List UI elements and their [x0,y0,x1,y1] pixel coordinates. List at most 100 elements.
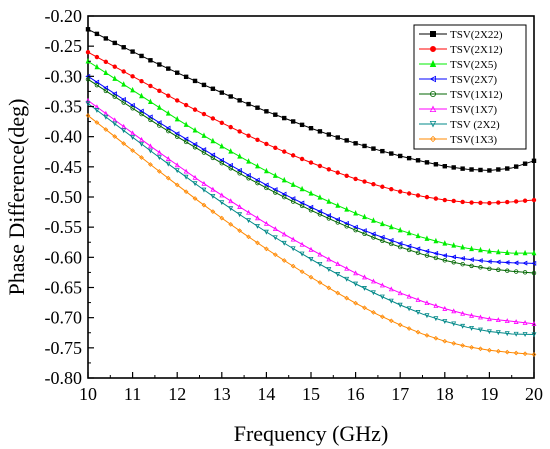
data-point [85,113,91,118]
data-point [112,94,117,99]
data-point [487,266,492,271]
series-6 [85,101,537,338]
data-point [380,148,385,154]
data-point [103,69,109,76]
data-point [433,237,439,244]
y-tick-label: -0.80 [45,368,83,388]
data-point [165,175,171,181]
data-point [317,262,323,267]
data-point [228,222,234,227]
data-point [513,260,519,266]
data-point [370,231,376,237]
data-point [85,101,91,107]
data-point [210,209,216,214]
data-point [495,330,501,336]
data-point [442,197,447,203]
y-axis-title: Phase Difference(deg) [4,99,29,296]
y-tick-label: -0.65 [45,278,83,298]
x-tick-label: 18 [436,384,454,404]
data-point [415,310,421,315]
data-point [477,258,483,264]
data-point [353,227,358,233]
data-point [335,170,340,175]
x-tick-label: 15 [302,384,320,404]
data-point [166,93,171,98]
data-point [460,262,465,267]
data-point [371,182,376,187]
data-point [487,200,492,206]
data-point [429,75,437,83]
data-point [156,169,162,174]
data-point [183,174,189,180]
data-point [246,133,251,138]
data-point [228,206,234,212]
data-point [174,134,180,139]
data-point [228,94,233,99]
data-point [174,168,180,174]
data-point [263,220,269,226]
data-point [219,120,224,125]
data-point [380,238,385,244]
data-point [513,269,519,274]
data-point [429,59,437,67]
data-point [496,200,501,205]
data-point [335,220,340,225]
data-point [237,228,243,234]
data-point [317,280,323,285]
data-point [429,135,437,143]
data-point [388,298,394,304]
data-point [531,332,537,338]
data-point [192,196,198,201]
data-point [379,282,385,288]
data-point [442,253,448,258]
data-point [513,249,519,256]
legend-item: TSV(1X7) [419,104,497,116]
data-point [344,138,349,143]
data-point [496,167,501,172]
data-point [406,306,412,312]
data-point [103,59,109,65]
data-point [424,235,430,241]
data-point [406,247,412,253]
data-point [429,46,436,53]
data-point [513,164,519,169]
data-point [487,168,492,173]
data-point [210,116,216,121]
data-point [156,149,162,155]
data-point [505,199,510,205]
y-tick-label: -0.20 [45,6,83,26]
data-point [157,62,162,67]
data-point [130,130,136,136]
data-point [460,310,466,316]
data-point [495,248,501,255]
series-4 [85,77,537,276]
data-point [379,220,385,227]
x-tick-label: 14 [257,384,275,404]
data-point [112,64,117,69]
data-point [415,232,421,239]
data-point [361,228,367,233]
data-point [406,229,412,236]
data-point [335,135,340,140]
data-point [451,165,456,170]
data-point [299,185,305,192]
data-point [504,331,510,337]
data-point [103,114,109,120]
data-point [112,121,118,127]
data-point [433,303,439,308]
data-point [460,244,466,250]
data-point [103,88,109,94]
y-tick-label: -0.45 [45,157,83,177]
legend-label: TSV(1X12) [450,89,503,101]
series-line [87,78,535,274]
data-point [272,226,278,232]
data-point [130,86,136,93]
data-point [317,251,323,257]
data-point [139,155,144,160]
data-point [442,338,448,344]
data-point [237,129,242,134]
data-point [478,246,483,253]
data-point [531,249,537,256]
data-point [210,137,216,144]
data-point [429,30,436,37]
